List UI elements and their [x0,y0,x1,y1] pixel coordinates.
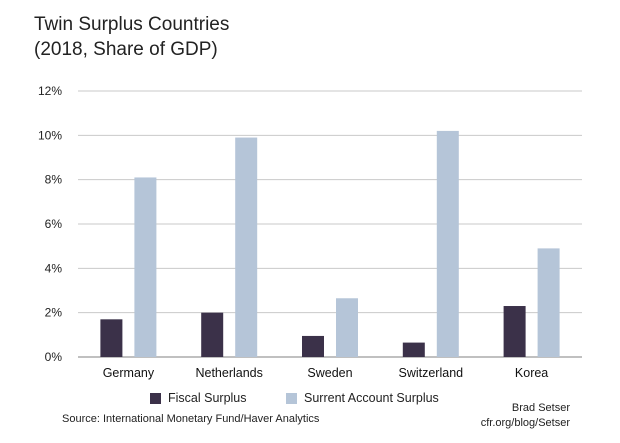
bar-fiscal-surplus [201,312,224,357]
y-tick-label: 10% [38,128,62,142]
y-tick-label: 2% [45,306,63,320]
x-category-label: Switzerland [398,366,463,380]
bar-fiscal-surplus [302,335,324,357]
bar-fiscal-surplus [402,342,425,357]
subtitle-text: (2018, Share of GDP) [34,39,218,60]
legend-item-fiscal: Fiscal Surplus [150,391,247,405]
legend-swatch-current-account [286,392,297,404]
y-tick-label: 6% [45,217,63,231]
bar-current-account-surplus [235,137,258,357]
bar-fiscal-surplus [503,306,526,357]
credit-url: cfr.org/blog/Setser [480,417,570,429]
y-tick-label: 4% [45,261,63,275]
source-note: Source: International Monetary Fund/Have… [62,413,320,425]
legend-swatch-fiscal [150,392,161,404]
y-tick-label: 12% [38,84,62,98]
x-category-label: Germany [103,366,155,380]
x-category-label: Netherlands [195,366,262,380]
bar-current-account-surplus [134,177,157,357]
chart-title: Twin Surplus Countries (2018, Share of G… [34,12,229,62]
legend-label-fiscal: Fiscal Surplus [168,391,247,405]
y-tick-label: 0% [45,350,63,364]
x-category-label: Korea [515,366,548,380]
legend-label-current-account: Surrent Account Surplus [304,391,439,405]
bar-fiscal-surplus [100,319,123,357]
y-tick-label: 8% [45,173,63,187]
legend-item-current-account: Surrent Account Surplus [286,391,439,405]
credit-author: Brad Setser [511,402,570,414]
title-text: Twin Surplus Countries [34,14,230,35]
credit: Brad Setser cfr.org/blog/Setser [481,401,570,431]
bar-current-account-surplus [336,298,358,357]
bar-current-account-surplus [436,130,459,357]
bar-current-account-surplus [537,248,560,357]
x-category-label: Sweden [307,366,352,380]
